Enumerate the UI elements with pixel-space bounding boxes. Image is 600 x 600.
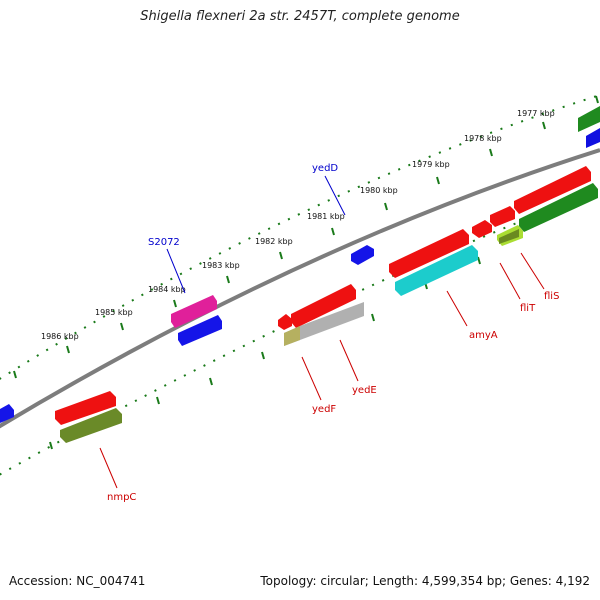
inner-major-tick — [156, 396, 160, 405]
gene-label-fliT[interactable]: fliT — [520, 303, 536, 314]
gene-label-amyA[interactable]: amyA — [469, 330, 498, 341]
leader-line-yedE — [339, 339, 359, 382]
gene-feature-yedD[interactable] — [351, 245, 374, 265]
major-tick — [226, 275, 230, 284]
kbp-label: 1985 kbp — [95, 308, 133, 317]
kbp-label: 1986 kbp — [41, 332, 79, 341]
inner-major-tick — [49, 441, 53, 450]
leader-line-nmpC — [99, 447, 118, 489]
leader-line-S2072 — [166, 248, 186, 294]
gene-feature[interactable] — [490, 206, 515, 227]
gene-label-nmpC[interactable]: nmpC — [107, 492, 136, 503]
major-tick — [120, 322, 124, 331]
leader-line-amyA — [446, 290, 468, 327]
gene-feature[interactable] — [278, 314, 292, 330]
gene-label-S2072[interactable]: S2072 — [148, 237, 180, 248]
kbp-label: 1980 kbp — [360, 186, 398, 195]
gene-feature[interactable] — [586, 128, 600, 148]
kbp-label: 1979 kbp — [412, 160, 450, 169]
inner-major-tick — [477, 256, 481, 265]
major-tick — [489, 148, 493, 157]
inner-major-tick — [371, 313, 375, 322]
topology-text: Topology: circular; Length: 4,599,354 bp… — [260, 574, 590, 588]
gene-feature-yedF[interactable] — [284, 326, 300, 346]
leader-line-fliS — [520, 252, 545, 290]
kbp-label: 1984 kbp — [148, 285, 186, 294]
kbp-label: 1983 kbp — [202, 261, 240, 270]
major-tick — [173, 299, 177, 308]
major-tick — [542, 121, 546, 130]
genome-backbone — [0, 148, 600, 429]
major-tick — [595, 95, 599, 104]
gene-feature[interactable] — [519, 183, 598, 232]
kbp-label: 1981 kbp — [307, 212, 345, 221]
inner-major-tick — [209, 377, 213, 386]
gene-label-fliS[interactable]: fliS — [544, 291, 559, 302]
major-tick — [331, 227, 335, 236]
major-tick — [384, 202, 388, 211]
gene-feature-amyA[interactable] — [389, 229, 469, 278]
gene-feature[interactable] — [578, 106, 600, 132]
gene-feature-nmpC[interactable] — [55, 391, 116, 425]
gene-feature-yedE[interactable] — [291, 284, 356, 328]
leader-line-yedD — [324, 175, 346, 216]
gene-feature[interactable] — [0, 404, 14, 423]
gene-feature[interactable] — [499, 229, 519, 244]
major-tick — [13, 370, 17, 379]
kbp-label: 1982 kbp — [255, 237, 293, 246]
kbp-label: 1977 kbp — [517, 109, 555, 118]
leader-line-yedF — [301, 356, 322, 401]
gene-feature-fliS[interactable] — [514, 166, 591, 214]
gene-feature[interactable] — [472, 220, 492, 238]
inner-major-tick — [261, 351, 265, 360]
gene-feature-S2072[interactable] — [171, 295, 217, 328]
accession-text: Accession: NC_004741 — [9, 574, 146, 588]
leader-line-fliT — [499, 262, 521, 300]
major-tick — [279, 251, 283, 260]
gene-label-yedF[interactable]: yedF — [312, 404, 336, 415]
kbp-label: 1978 kbp — [464, 134, 502, 143]
map-title: Shigella flexneri 2a str. 2457T, complet… — [140, 9, 460, 24]
major-tick — [436, 176, 440, 185]
gene-label-yedD[interactable]: yedD — [312, 163, 338, 174]
gene-feature[interactable] — [60, 408, 122, 443]
gene-feature[interactable] — [178, 315, 222, 346]
gene-label-yedE[interactable]: yedE — [352, 385, 377, 396]
gene-feature[interactable] — [284, 302, 364, 346]
major-tick — [66, 345, 70, 354]
gene-feature[interactable] — [395, 245, 478, 296]
